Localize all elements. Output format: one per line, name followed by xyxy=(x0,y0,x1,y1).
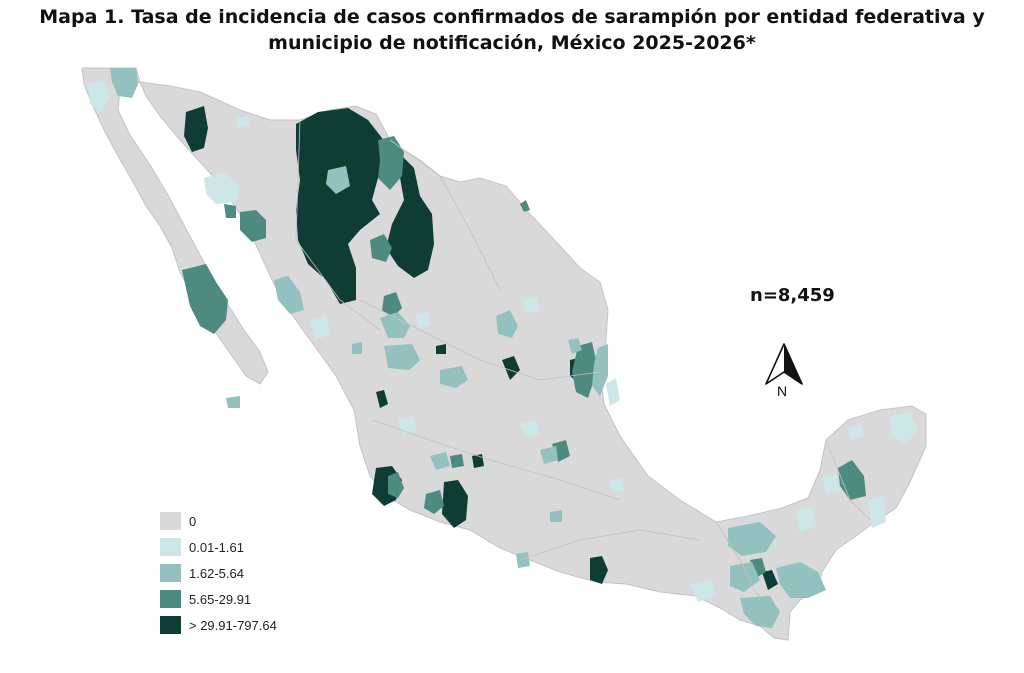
incidence-class-3-areas xyxy=(110,68,826,628)
state-boundaries xyxy=(295,119,871,601)
legend-swatch xyxy=(160,616,181,634)
legend-label: 1.62-5.64 xyxy=(189,565,244,581)
legend-item: > 29.91-797.64 xyxy=(160,612,277,638)
map-title: Mapa 1. Tasa de incidencia de casos conf… xyxy=(0,4,1024,56)
north-arrow-letter: N xyxy=(777,383,788,399)
legend-swatch xyxy=(160,564,181,582)
incidence-class-2-areas xyxy=(88,80,918,602)
case-count-label: n=8,459 xyxy=(750,285,835,306)
legend-item: 0.01-1.61 xyxy=(160,534,277,560)
map-title-line-1: Mapa 1. Tasa de incidencia de casos conf… xyxy=(39,6,985,28)
legend-label: > 29.91-797.64 xyxy=(189,617,277,633)
legend-swatch xyxy=(160,538,181,556)
legend-item: 5.65-29.91 xyxy=(160,586,277,612)
map-title-line-2: municipio de notificación, México 2025-2… xyxy=(268,32,756,54)
legend-swatch xyxy=(160,590,181,608)
legend-item: 1.62-5.64 xyxy=(160,560,277,586)
legend-label: 5.65-29.91 xyxy=(189,591,252,607)
legend: 0 0.01-1.61 1.62-5.64 5.65-29.91 > 29.91… xyxy=(160,508,277,638)
north-arrow-icon xyxy=(765,343,803,385)
legend-item: 0 xyxy=(160,508,277,534)
legend-label: 0.01-1.61 xyxy=(189,539,244,555)
legend-swatch xyxy=(160,512,181,530)
legend-label: 0 xyxy=(189,513,197,529)
